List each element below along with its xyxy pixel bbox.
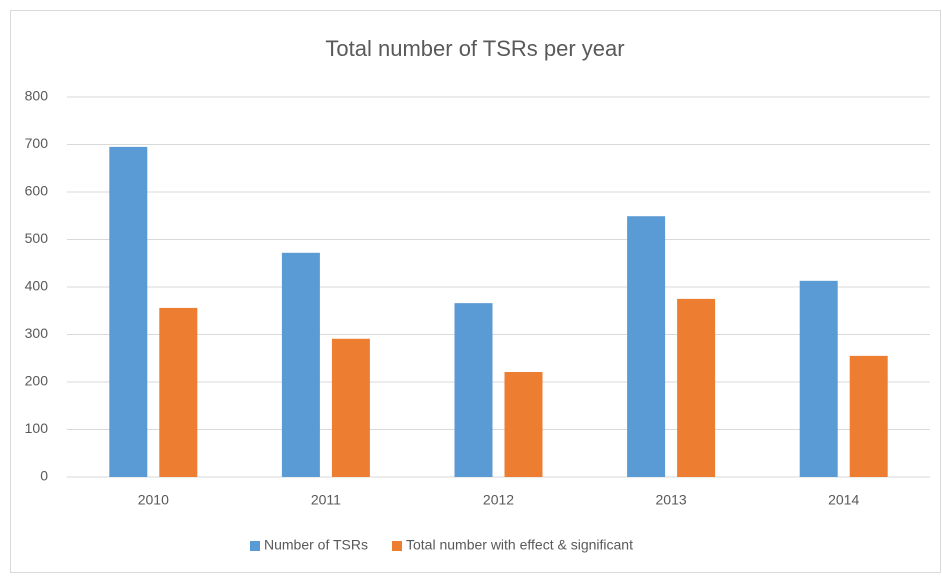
y-tick-label: 400: [25, 278, 49, 294]
bar: [677, 298, 716, 477]
bar: [331, 338, 370, 477]
y-tick-label: 600: [25, 183, 49, 199]
x-tick-label: 2010: [138, 492, 169, 508]
legend-swatch: [250, 541, 260, 551]
legend-label: Number of TSRs: [264, 537, 368, 553]
bar: [281, 252, 320, 477]
bar: [849, 355, 888, 477]
bar: [627, 216, 666, 477]
bar: [109, 146, 148, 477]
x-tick-label: 2014: [828, 492, 859, 508]
bar: [454, 303, 493, 477]
legend-label: Total number with effect & significant: [406, 537, 633, 553]
y-tick-label: 800: [25, 88, 49, 104]
bar: [159, 307, 198, 477]
y-tick-label: 700: [25, 135, 49, 151]
y-tick-label: 300: [25, 325, 49, 341]
y-tick-label: 200: [25, 373, 49, 389]
y-tick-label: 0: [40, 468, 48, 484]
x-tick-label: 2013: [656, 492, 687, 508]
bar: [504, 372, 543, 477]
y-tick-label: 500: [25, 230, 49, 246]
bar: [799, 280, 838, 477]
y-tick-label: 100: [25, 420, 49, 436]
chart-frame: [10, 10, 941, 573]
x-tick-label: 2011: [311, 492, 341, 508]
chart-title: Total number of TSRs per year: [325, 36, 624, 61]
x-tick-label: 2012: [483, 492, 514, 508]
legend-swatch: [392, 541, 402, 551]
